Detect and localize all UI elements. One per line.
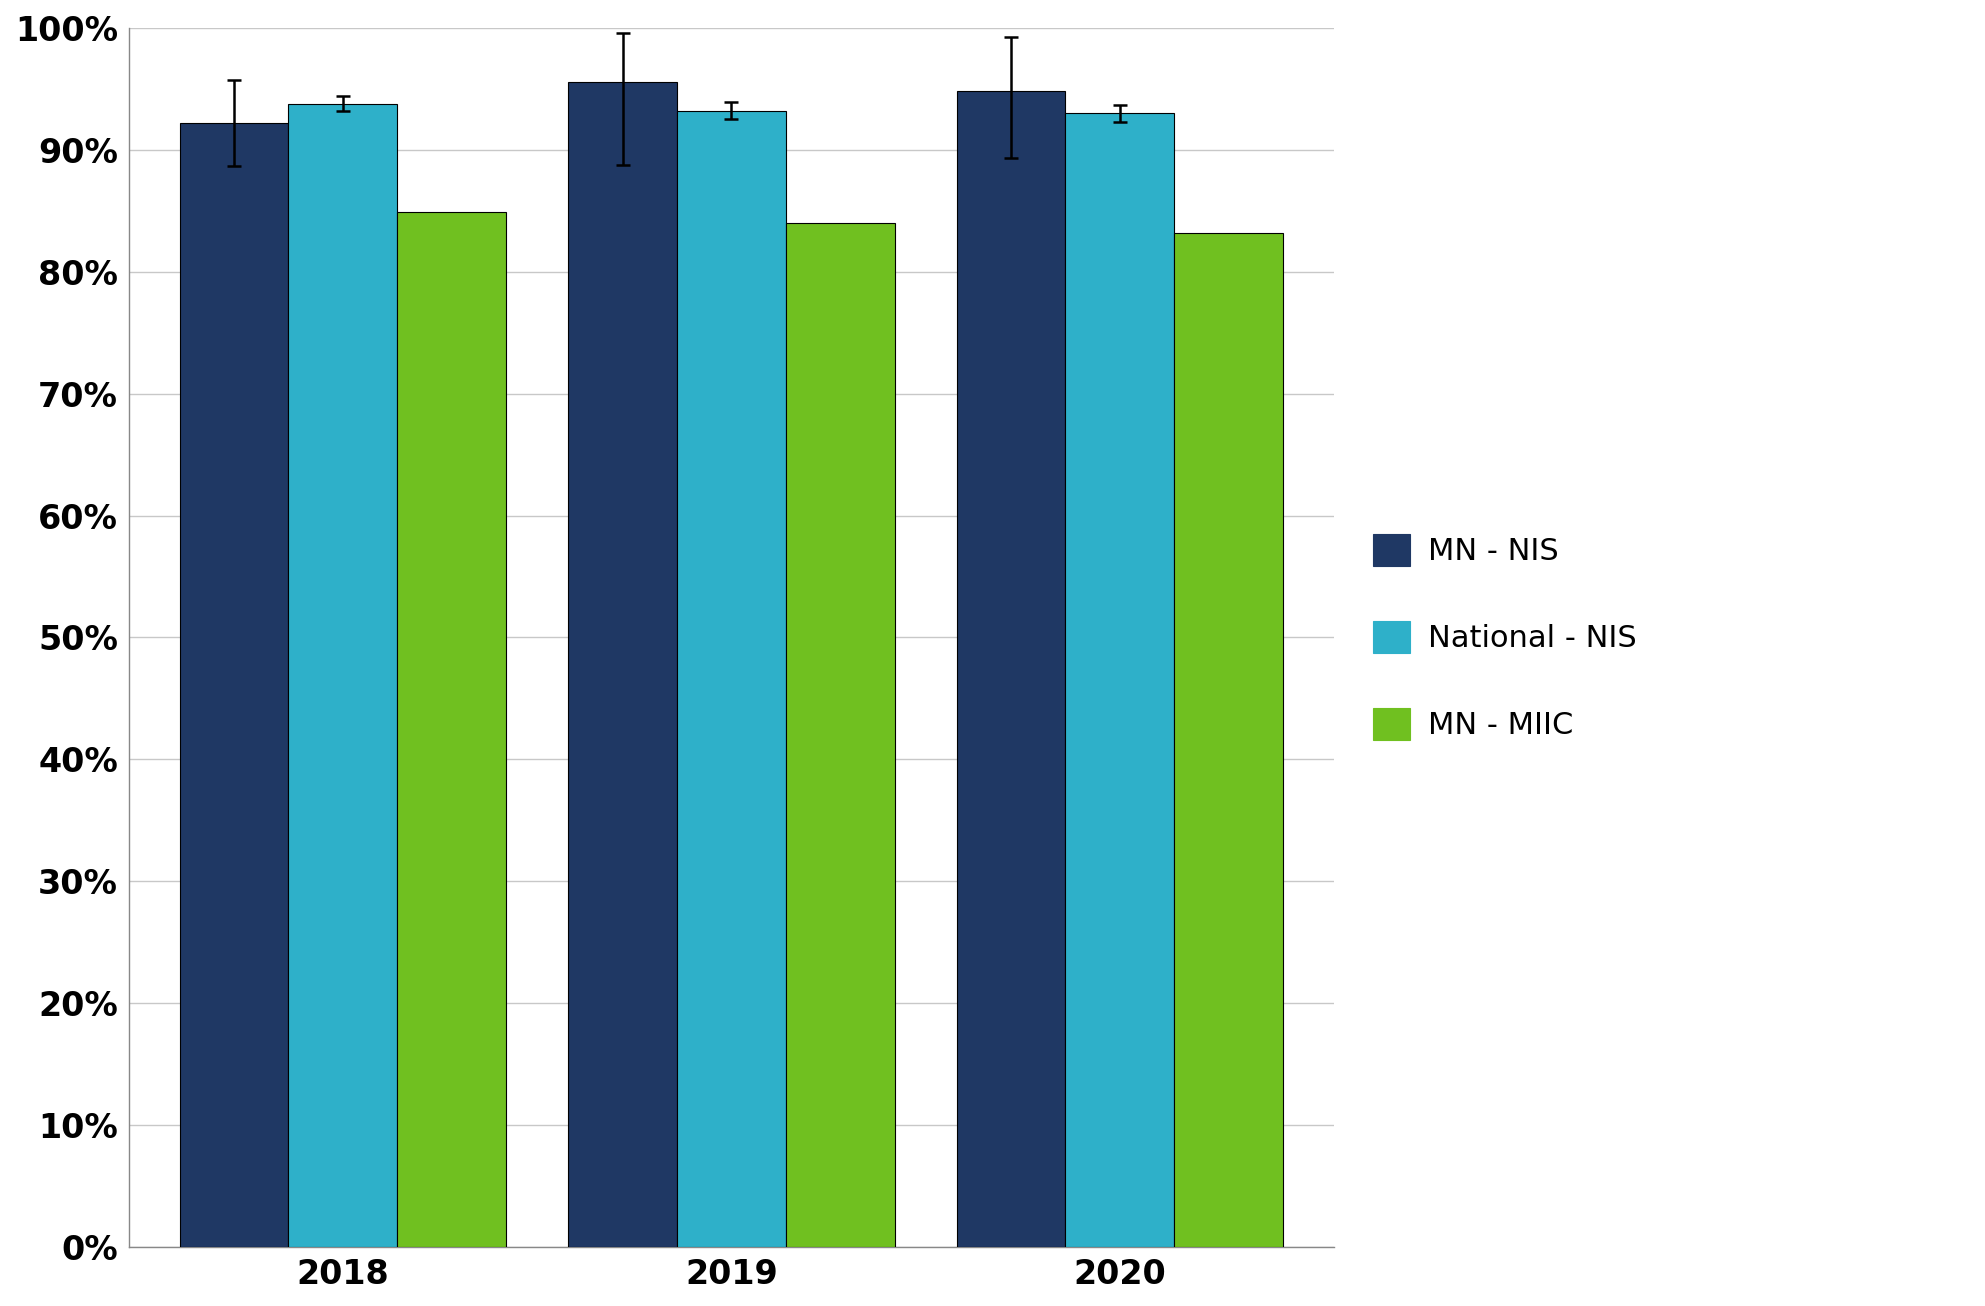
Bar [1175,232,1282,1247]
Bar [957,91,1066,1247]
Bar [288,103,397,1247]
Bar [786,223,895,1247]
Bar [677,111,786,1247]
Legend: MN - NIS, National - NIS, MN - MIIC: MN - NIS, National - NIS, MN - MIIC [1362,522,1650,752]
Bar [397,212,506,1247]
Bar [179,123,288,1247]
Bar [568,82,677,1247]
Bar [1066,114,1175,1247]
